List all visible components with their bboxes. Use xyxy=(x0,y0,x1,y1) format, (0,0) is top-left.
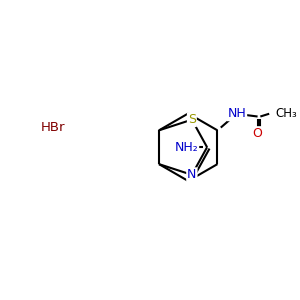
Text: HBr: HBr xyxy=(40,122,65,134)
Text: S: S xyxy=(188,113,196,126)
Text: O: O xyxy=(253,127,262,140)
Text: CH₃: CH₃ xyxy=(276,107,297,120)
Text: NH₂: NH₂ xyxy=(175,141,198,154)
Text: NH: NH xyxy=(227,107,246,120)
Text: N: N xyxy=(187,168,196,181)
